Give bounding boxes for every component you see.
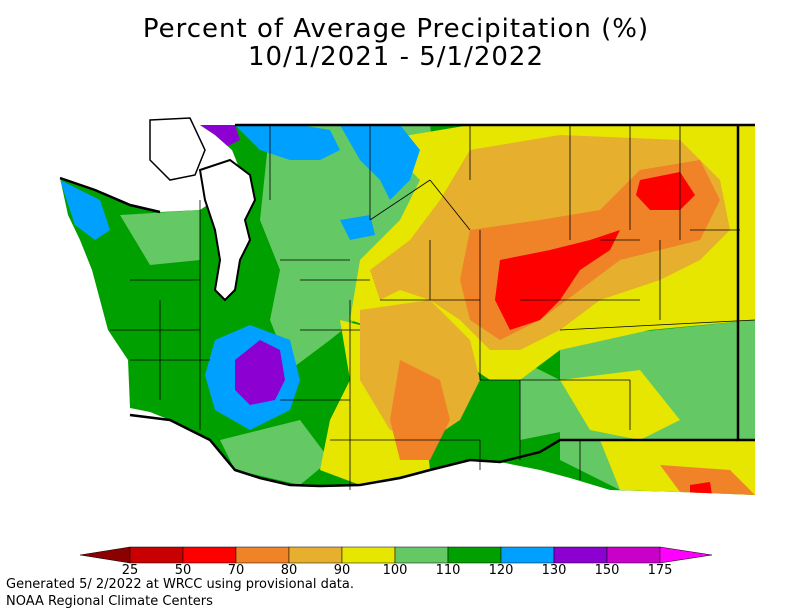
legend-swatch [341,546,396,564]
legend-tick: 150 [594,563,620,578]
legend-tick: 80 [280,563,298,578]
legend-swatch [447,546,502,564]
legend-tick: 50 [174,563,192,578]
legend-tick: 100 [382,563,408,578]
generated-note: Generated 5/ 2/2022 at WRCC using provis… [6,577,354,592]
legend-tick: 70 [227,563,245,578]
county-boundaries [110,125,756,490]
legend-swatch [235,546,290,564]
legend-swatch [500,546,555,564]
legend-swatch [182,546,237,564]
map-date-range: 10/1/2021 - 5/1/2022 [248,42,544,72]
legend-swatch [553,546,608,564]
legend-swatch [79,546,131,564]
legend-tick: 130 [541,563,567,578]
legend-swatch [394,546,449,564]
legend-tick: 110 [435,563,461,578]
source-credit: NOAA Regional Climate Centers [6,594,213,609]
precipitation-field [60,125,755,495]
legend-swatch [606,546,661,564]
legend-tick: 120 [488,563,514,578]
legend-tick: 175 [647,563,673,578]
legend-swatch [659,546,713,564]
legend-swatch [288,546,343,564]
legend-swatch [129,546,184,564]
map-title: Percent of Average Precipitation (%) [142,14,650,44]
legend-tick: 90 [333,563,351,578]
legend-colorbar [79,546,713,564]
state-boundaries [59,123,755,488]
legend-tick: 25 [121,563,139,578]
